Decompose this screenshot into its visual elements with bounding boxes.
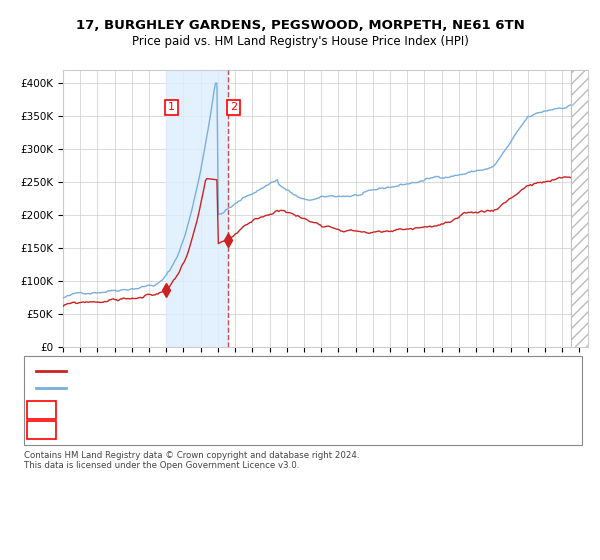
Text: £162,000: £162,000	[252, 425, 305, 435]
Text: 17, BURGHLEY GARDENS, PEGSWOOD, MORPETH, NE61 6TN: 17, BURGHLEY GARDENS, PEGSWOOD, MORPETH,…	[76, 18, 524, 32]
Text: 23% ↓ HPI: 23% ↓ HPI	[360, 425, 419, 435]
Text: 1: 1	[38, 403, 45, 417]
Text: Contains HM Land Registry data © Crown copyright and database right 2024.
This d: Contains HM Land Registry data © Crown c…	[24, 451, 359, 470]
Text: 04-AUG-2004: 04-AUG-2004	[78, 425, 152, 435]
Text: 2: 2	[230, 102, 237, 113]
Text: 16% ↓ HPI: 16% ↓ HPI	[360, 405, 419, 415]
Bar	[166, 70, 228, 347]
Text: 2: 2	[38, 423, 45, 437]
Text: 17, BURGHLEY GARDENS, PEGSWOOD, MORPETH, NE61 6TN (detached house): 17, BURGHLEY GARDENS, PEGSWOOD, MORPETH,…	[78, 366, 488, 376]
Text: HPI: Average price, detached house, Northumberland: HPI: Average price, detached house, Nort…	[78, 382, 357, 393]
Text: Price paid vs. HM Land Registry's House Price Index (HPI): Price paid vs. HM Land Registry's House …	[131, 35, 469, 49]
Text: £85,995: £85,995	[252, 405, 298, 415]
Text: 1: 1	[168, 102, 175, 113]
Text: 15-DEC-2000: 15-DEC-2000	[78, 405, 151, 415]
Bar	[571, 70, 588, 347]
